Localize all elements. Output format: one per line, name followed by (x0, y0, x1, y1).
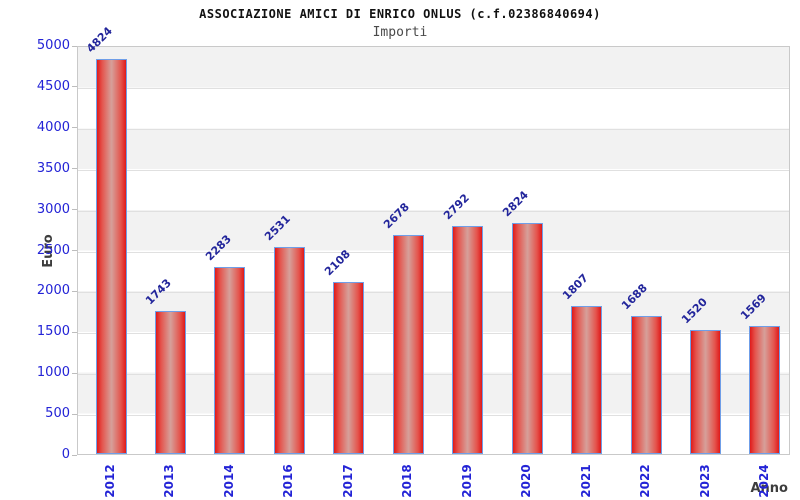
y-tick-label: 3500 (36, 160, 70, 176)
gridline (78, 292, 789, 294)
y-tick-label: 4000 (36, 119, 70, 135)
y-tick-label: 0 (61, 447, 70, 462)
bar (630, 315, 662, 454)
y-tick-label: 500 (45, 406, 70, 422)
y-tick-mark (72, 331, 77, 333)
gridline (78, 374, 789, 376)
bar (749, 325, 781, 454)
x-tick-label: 2018 (400, 464, 415, 498)
y-tick-mark (72, 45, 77, 47)
x-tick-label: 2013 (162, 464, 177, 498)
y-tick-label: 2000 (36, 283, 70, 299)
y-tick-mark (72, 454, 77, 456)
bar (273, 246, 305, 454)
bar (452, 225, 484, 454)
bar (95, 59, 127, 454)
y-tick-mark (72, 168, 77, 170)
x-tick-label: 2017 (340, 464, 355, 498)
y-tick-label: 1000 (36, 365, 70, 381)
x-tick-label: 2022 (638, 464, 653, 498)
gridline (78, 415, 789, 417)
y-tick-mark (72, 127, 77, 129)
y-tick-mark (72, 86, 77, 88)
y-tick-mark (72, 209, 77, 211)
gridline (78, 87, 789, 89)
bar (571, 306, 603, 454)
bar (511, 223, 543, 454)
y-tick-label: 3000 (36, 201, 70, 217)
x-tick-label: 2024 (756, 464, 771, 498)
x-tick-label: 2014 (221, 464, 236, 498)
y-tick-label: 1500 (36, 324, 70, 340)
bar (214, 267, 246, 454)
x-tick-label: 2019 (459, 464, 474, 498)
x-axis-title: Anno (750, 481, 788, 496)
y-tick-mark (72, 413, 77, 415)
x-tick-label: 2012 (103, 464, 117, 498)
gridline (78, 128, 789, 130)
gridline (78, 210, 789, 212)
gridline (78, 169, 789, 171)
x-tick-label: 2021 (578, 464, 593, 498)
y-tick-label: 4500 (36, 78, 70, 94)
plot-area (77, 46, 790, 455)
y-tick-mark (72, 372, 77, 374)
bar (333, 281, 365, 454)
bar (392, 234, 424, 454)
bar (154, 311, 186, 454)
x-tick-label: 2023 (697, 464, 712, 498)
gridline (78, 251, 789, 253)
chart-title: ASSOCIAZIONE AMICI DI ENRICO ONLUS (c.f.… (199, 7, 601, 21)
gridline (78, 333, 789, 335)
chart-subtitle: Importi (372, 25, 428, 40)
y-tick-mark (72, 290, 77, 292)
x-tick-label: 2016 (281, 464, 296, 498)
y-tick-mark (72, 250, 77, 251)
x-tick-label: 2020 (519, 464, 534, 498)
y-tick-label: 5000 (36, 38, 70, 53)
bar (690, 329, 721, 454)
y-tick-label: 2500 (36, 242, 70, 258)
